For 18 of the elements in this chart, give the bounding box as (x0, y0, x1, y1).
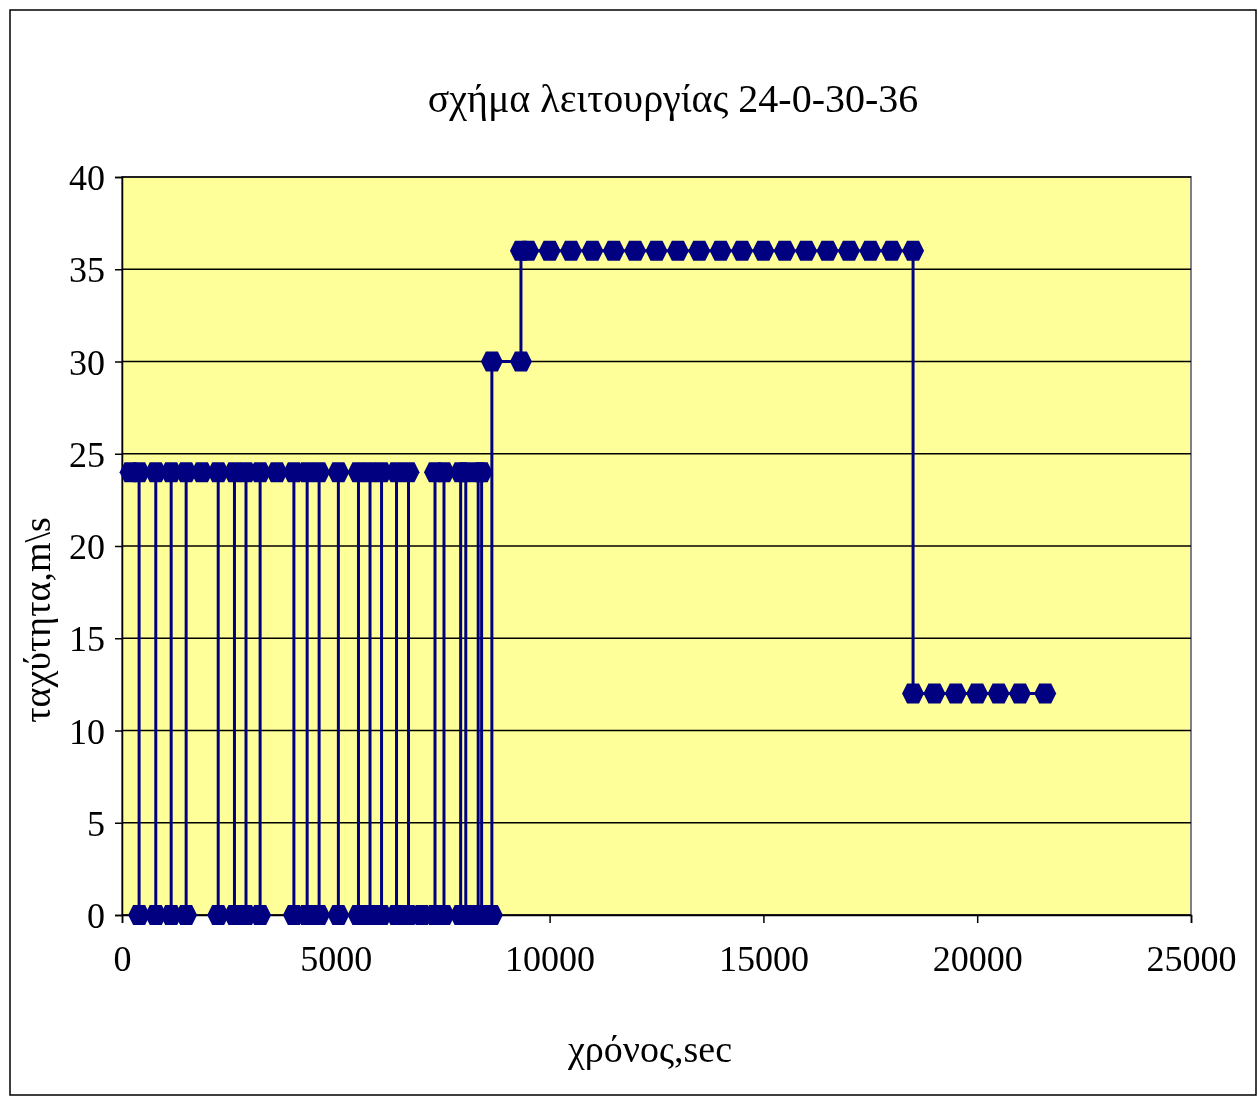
x-tick-label: 0 (113, 938, 132, 979)
y-tick-label: 10 (69, 711, 105, 752)
x-axis-title: χρόνος,sec (566, 1028, 733, 1070)
x-tick-label: 25000 (1146, 938, 1237, 979)
y-tick-label: 35 (69, 250, 105, 291)
x-tick-label: 10000 (505, 938, 596, 979)
x-tick-label: 5000 (300, 938, 373, 979)
y-tick-label: 30 (69, 342, 105, 383)
x-tick-label: 15000 (718, 938, 809, 979)
y-tick-label: 25 (69, 434, 105, 475)
y-tick-label: 20 (69, 527, 105, 568)
y-tick-label: 5 (87, 803, 105, 844)
y-tick-label: 40 (69, 158, 105, 199)
y-tick-label: 0 (87, 896, 105, 937)
chart-title: σχήμα λειτουργίας 24-0-30-36 (427, 76, 919, 121)
y-axis-title: ταχύτητα,m\s (16, 517, 58, 723)
y-tick-label: 15 (69, 619, 105, 660)
x-tick-label: 20000 (932, 938, 1023, 979)
